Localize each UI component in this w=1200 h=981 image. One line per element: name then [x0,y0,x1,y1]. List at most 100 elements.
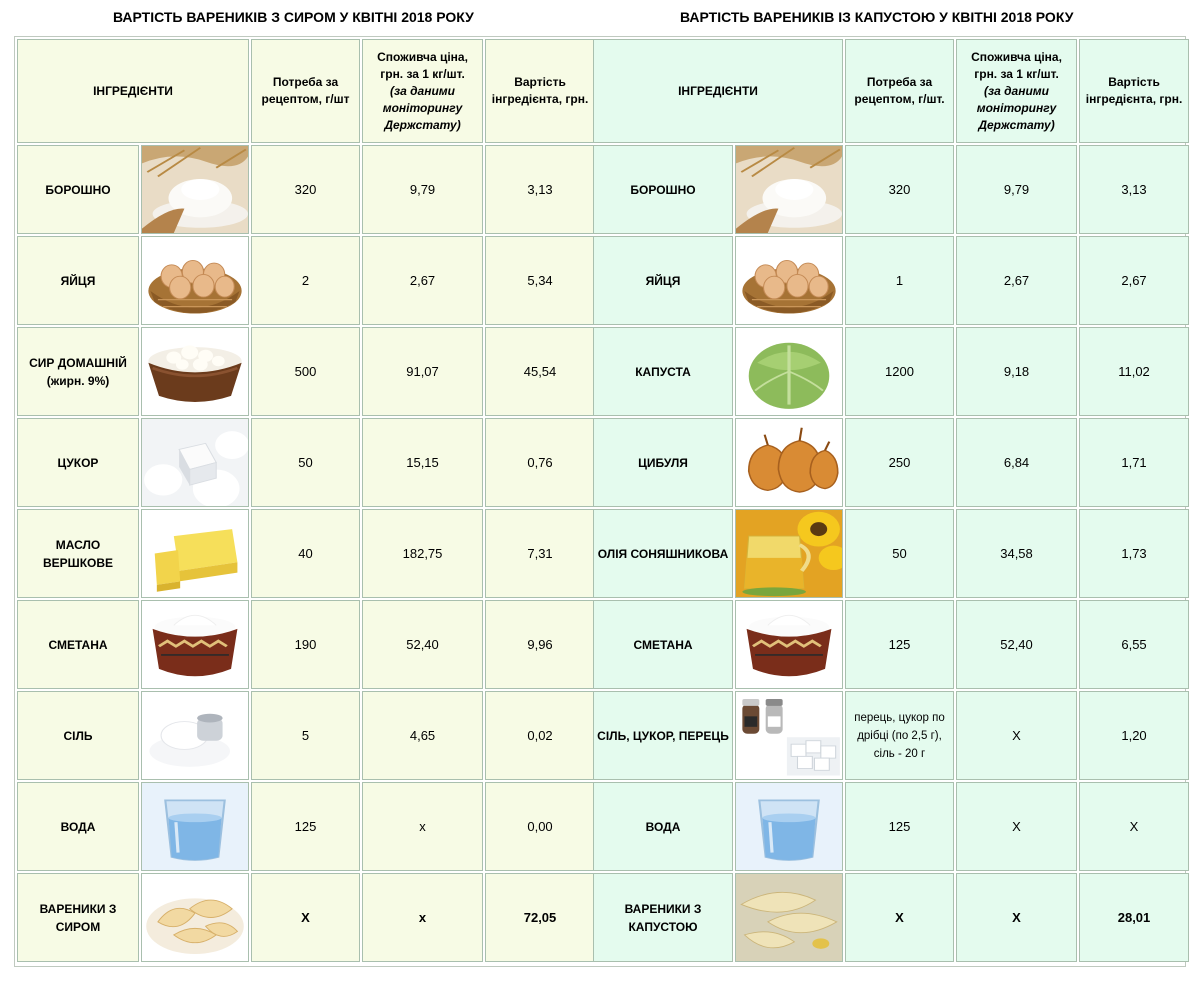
price-header-line: грн. за 1 кг/шт. [380,66,465,81]
ingredient-cost: 3,13 [1079,145,1190,234]
ingredient-name: СМЕТАНА [593,600,733,689]
price-header-line: Споживча ціна, [377,49,468,64]
consumer-price: 9,18 [956,327,1078,416]
right-table-row: ВОДА 125 X X [593,782,1190,871]
recipe-amount: перець, цукор по дрібці (по 2,5 г), сіль… [845,691,955,780]
left-table-row: ЦУКОР 50 15,15 0,76 [17,418,596,507]
cheese-dumplings-image [141,873,250,962]
ingredient-name: СИР ДОМАШНІЙ (жирн. 9%) [17,327,139,416]
left-table-row: ВОДА 125 х 0,00 [17,782,596,871]
ingredient-name: ВАРЕНИКИ З СИРОМ [17,873,139,962]
consumer-price: 182,75 [362,509,484,598]
left-cost-header: Вартість інгредієнта, грн. [485,39,596,143]
left-table-row: МАСЛО ВЕРШКОВЕ 40 182,75 7,31 [17,509,596,598]
ingredient-name: СМЕТАНА [17,600,139,689]
recipe-amount: 320 [845,145,955,234]
ingredient-name-line: КАПУСТА [635,364,691,379]
left-price-header: Споживча ціна, грн. за 1 кг/шт. (за даним… [362,39,484,143]
consumer-price: 2,67 [956,236,1078,325]
need-header-line: рецептом, г/шт. [854,92,945,106]
consumer-price: X [956,873,1078,962]
ingredient-cost: 2,67 [1079,236,1190,325]
price-header-note: моніторингу [382,100,463,115]
sour-cream-image [141,600,250,689]
recipe-amount: 125 [845,782,955,871]
ingredient-cost: 11,02 [1079,327,1190,416]
sugar-image [141,418,250,507]
flour-image [141,145,250,234]
recipe-amount: 2 [251,236,361,325]
ingredient-name-line: СИР ДОМАШНІЙ [29,355,127,370]
tables-container: ІНГРЕДІЄНТИ Потреба за рецептом, г/шт Спо… [14,36,1190,967]
cottage-cheese-image [141,327,250,416]
ingredient-name: ВАРЕНИКИ З КАПУСТОЮ [593,873,733,962]
recipe-amount: X [251,873,361,962]
left-table-row: СМЕТАНА 190 52,40 9,96 [17,600,596,689]
cabbage-image [735,327,844,416]
ingredient-name-line: МАСЛО [55,537,101,552]
sunflower-oil-image [735,509,844,598]
ingredient-name-line: ВОДА [645,819,681,834]
ingredient-cost: 72,05 [485,873,596,962]
ingredient-name-line: ЯЙЦЯ [60,273,96,288]
sour-cream-image [735,600,844,689]
cabbage-dumplings-image [735,873,844,962]
recipe-amount: 125 [251,782,361,871]
right-price-header: Споживча ціна, грн. за 1 кг/шт. (за даним… [956,39,1078,143]
left-header-row: ІНГРЕДІЄНТИ Потреба за рецептом, г/шт Спо… [17,39,596,143]
ingredient-name: ВОДА [593,782,733,871]
ingredient-name: СІЛЬ, ЦУКОР, ПЕРЕЦЬ [593,691,733,780]
consumer-price: 9,79 [956,145,1078,234]
ingredient-name-line: ОЛІЯ СОНЯШНИКОВА [597,546,729,561]
recipe-amount: 190 [251,600,361,689]
consumer-price: 52,40 [362,600,484,689]
ingredient-cost: 1,20 [1079,691,1190,780]
cabbage-dumplings-table: ІНГРЕДІЄНТИ Потреба за рецептом, г/шт. Сп… [591,37,1191,964]
right-table-row: СМЕТАНА 125 52,40 6,55 [593,600,1190,689]
need-header-line: Потреба за [272,75,339,89]
right-table-row: СІЛЬ, ЦУКОР, ПЕРЕЦЬ перець, цукор по дрі… [593,691,1190,780]
ingredient-cost: X [1079,782,1190,871]
ingredient-name-line: ЦУКОР [57,455,99,470]
ingredient-name: БОРОШНО [593,145,733,234]
flour-image [735,145,844,234]
eggs-basket-image [735,236,844,325]
need-header-line: Потреба за [866,75,933,89]
recipe-amount: 5 [251,691,361,780]
ingredient-name-line: КАПУСТОЮ [628,919,698,934]
ingredient-cost: 0,76 [485,418,596,507]
ingredient-name-line: ВАРЕНИКИ З [624,901,702,916]
cost-header-line: Вартість [1108,75,1160,89]
right-need-header: Потреба за рецептом, г/шт. [845,39,955,143]
ingredient-name-line: ЯЙЦЯ [645,273,681,288]
recipe-amount: 40 [251,509,361,598]
consumer-price: X [956,782,1078,871]
ingredient-name-line: СІЛЬ [63,728,93,743]
recipe-amount: 500 [251,327,361,416]
consumer-price: 15,15 [362,418,484,507]
recipe-amount: 1 [845,236,955,325]
ingredient-cost: 1,73 [1079,509,1190,598]
consumer-price: x [362,873,484,962]
salt-image [141,691,250,780]
cheese-dumplings-table: ІНГРЕДІЄНТИ Потреба за рецептом, г/шт Спо… [15,37,598,964]
consumer-price: X [956,691,1078,780]
cost-header-line: інгредієнта, грн. [1085,92,1183,106]
ingredient-name-line: СИРОМ [55,919,101,934]
price-header-line: грн. за 1 кг/шт. [974,66,1059,81]
right-table-row: КАПУСТА 1200 9,18 11,02 [593,327,1190,416]
consumer-price: 6,84 [956,418,1078,507]
price-header-note: (за даними [984,83,1050,98]
left-table-row: СИР ДОМАШНІЙ (жирн. 9%) 500 91,07 45,54 [17,327,596,416]
ingredient-cost: 45,54 [485,327,596,416]
need-header-line: рецептом, г/шт [261,92,350,106]
salt-sugar-pepper-image [735,691,844,780]
ingredient-name: ЯЙЦЯ [593,236,733,325]
left-need-header: Потреба за рецептом, г/шт [251,39,361,143]
ingredient-cost: 6,55 [1079,600,1190,689]
left-table-title: ВАРТІСТЬ ВАРЕНИКІВ З СИРОМ У КВІТНІ 2018… [113,9,474,25]
water-glass-image [735,782,844,871]
ingredient-name: ЦИБУЛЯ [593,418,733,507]
ingredient-cost: 1,71 [1079,418,1190,507]
eggs-basket-image [141,236,250,325]
